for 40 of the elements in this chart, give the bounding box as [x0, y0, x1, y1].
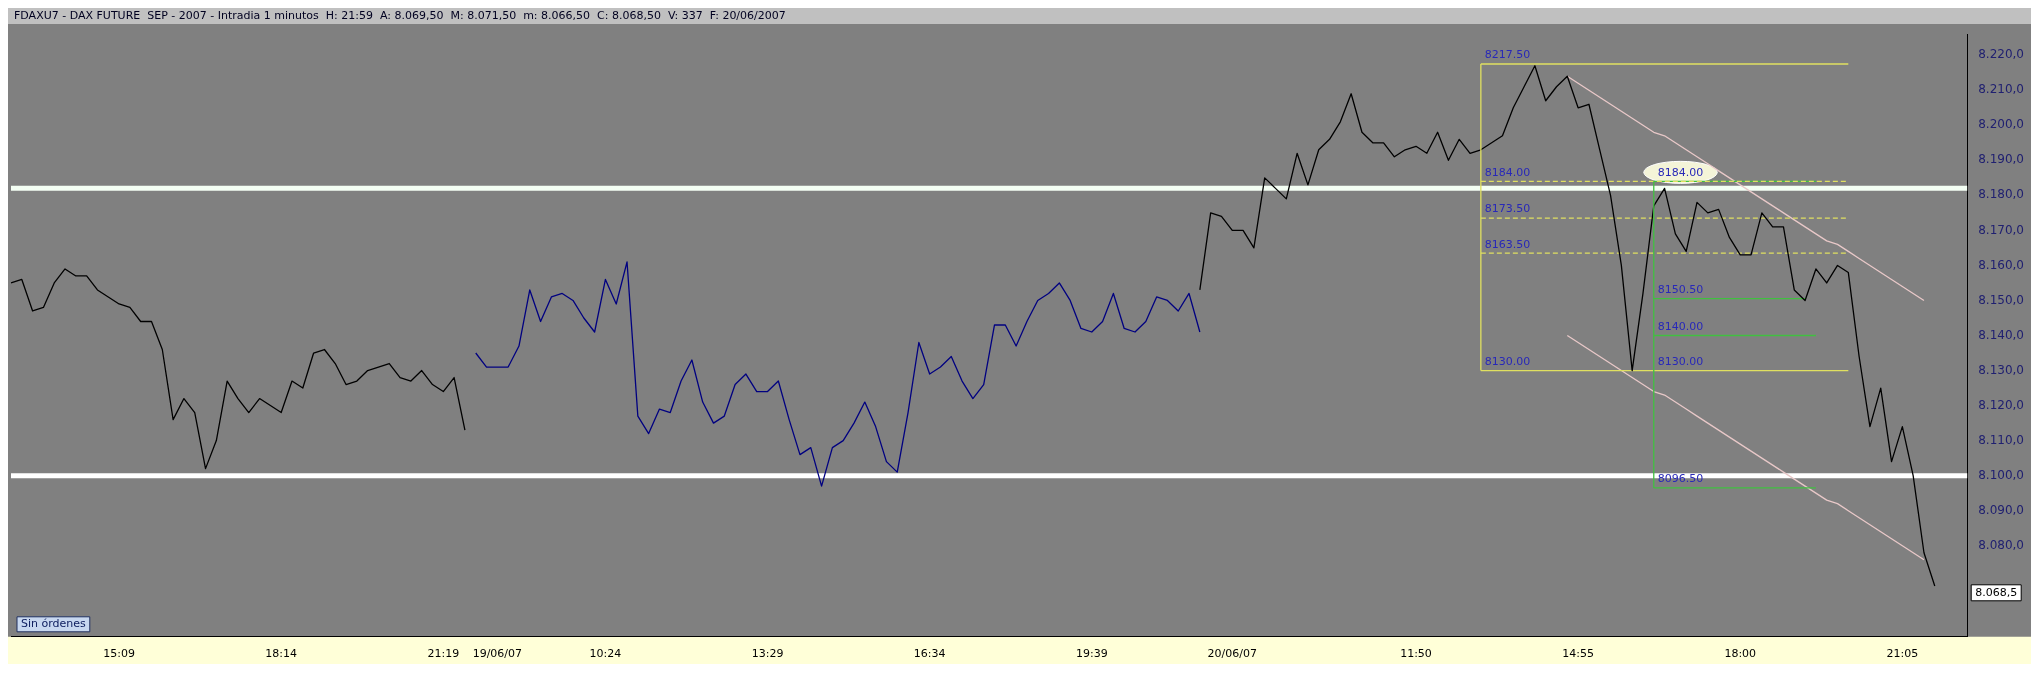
- annotation: 8184.00: [1484, 165, 1531, 179]
- y-tick-label: 8.140,0: [1978, 327, 2025, 342]
- y-tick-label: 8.080,0: [1978, 537, 2025, 552]
- text: 8.068,5: [1975, 585, 2018, 599]
- y-tick-label: 8.090,0: [1978, 502, 2025, 517]
- x-tick-label: 15:09: [103, 647, 135, 661]
- y-tick-label: 8.220,0: [1978, 47, 2025, 62]
- annotation: 8163.50: [1484, 237, 1531, 251]
- annotation: 8130.00: [1657, 354, 1704, 368]
- x-tick-label: 21:05: [1886, 647, 1919, 661]
- x-tick-label: 13:29: [751, 647, 784, 661]
- x-tick-label: 11:50: [1400, 647, 1432, 661]
- x-tick-label: 19/06/07: [472, 647, 523, 661]
- y-tick-label: 8.100,0: [1978, 467, 2025, 482]
- y-tick-label: 8.130,0: [1978, 362, 2025, 377]
- x-tick-label: 21:19: [427, 647, 460, 661]
- x-tick-label: 20/06/07: [1207, 647, 1257, 661]
- annotation: 8217.50: [1484, 48, 1531, 62]
- y-tick-label: 8.190,0: [1978, 152, 2025, 167]
- y-tick-label: 8.120,0: [1978, 397, 2025, 412]
- y-tick-label: 8.180,0: [1978, 187, 2025, 202]
- x-tick-label: 16:34: [913, 647, 946, 661]
- y-tick-label: 8.170,0: [1978, 222, 2025, 237]
- chart-title: FDAXU7 - DAX FUTURE SEP - 2007 - Intradia 1 minutos H: 21:59 A: 8.069,50 M: 8.071,50 m: 8.066,50 C: 8.068,50 V: 337 F: 20/06/2007: [8, 8, 2031, 24]
- x-tick-label: 18:00: [1724, 647, 1757, 661]
- y-tick-label: 8.110,0: [1978, 432, 2025, 447]
- y-tick-label: 8.150,0: [1978, 292, 2025, 307]
- annotation: 8130.00: [1484, 354, 1531, 368]
- annotation: 8150.50: [1657, 283, 1704, 297]
- x-tick-label: 10:24: [589, 647, 622, 661]
- y-tick-label: 8.210,0: [1978, 82, 2025, 97]
- y-tick-label: 8.160,0: [1978, 257, 2025, 272]
- annotation: Sin órdenes: [21, 617, 87, 631]
- x-tick-label: 14:55: [1562, 647, 1594, 661]
- annotation: 8173.50: [1484, 202, 1531, 216]
- x-tick-label: 18:14: [265, 647, 298, 661]
- annotation: 8184.00: [1657, 165, 1704, 179]
- annotation: 8140.00: [1657, 319, 1704, 333]
- x-tick-label: 19:39: [1075, 647, 1108, 661]
- y-tick-label: 8.200,0: [1978, 117, 2025, 132]
